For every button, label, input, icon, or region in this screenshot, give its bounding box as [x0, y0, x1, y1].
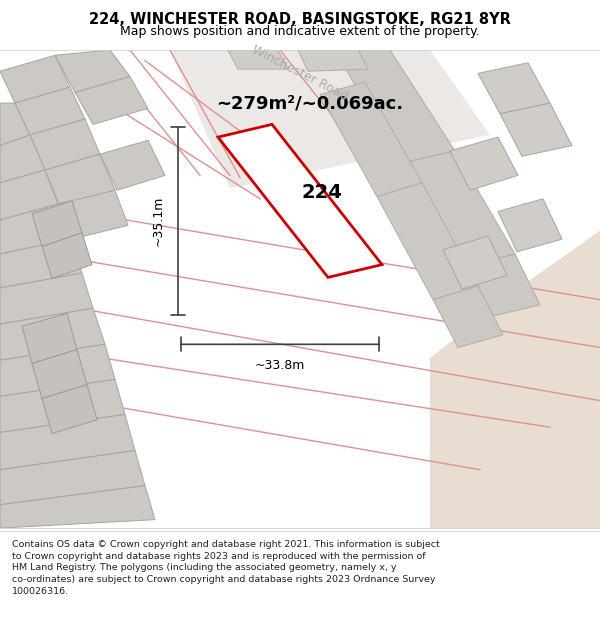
Polygon shape [55, 50, 130, 92]
Polygon shape [22, 314, 77, 363]
Polygon shape [298, 50, 368, 71]
Polygon shape [0, 451, 145, 505]
Polygon shape [0, 204, 70, 254]
Text: Winchester Road: Winchester Road [250, 44, 350, 103]
Polygon shape [433, 286, 503, 348]
Polygon shape [15, 87, 85, 135]
Polygon shape [30, 119, 100, 170]
Polygon shape [500, 103, 572, 156]
Polygon shape [443, 236, 507, 289]
Polygon shape [32, 349, 87, 399]
Polygon shape [0, 170, 58, 220]
Polygon shape [32, 201, 82, 246]
Polygon shape [377, 182, 478, 299]
Polygon shape [498, 199, 562, 252]
Polygon shape [335, 50, 455, 164]
Text: 224, WINCHESTER ROAD, BASINGSTOKE, RG21 8YR: 224, WINCHESTER ROAD, BASINGSTOKE, RG21 … [89, 12, 511, 28]
Polygon shape [0, 103, 30, 146]
Polygon shape [218, 124, 382, 278]
Polygon shape [42, 384, 97, 434]
Polygon shape [0, 308, 105, 360]
Polygon shape [45, 154, 115, 206]
Polygon shape [0, 414, 135, 470]
Text: Contains OS data © Crown copyright and database right 2021. This information is : Contains OS data © Crown copyright and d… [12, 540, 440, 596]
Polygon shape [0, 55, 70, 103]
Polygon shape [0, 486, 155, 528]
Text: ~279m²/~0.069ac.: ~279m²/~0.069ac. [217, 94, 404, 112]
Polygon shape [58, 190, 128, 239]
Polygon shape [0, 273, 93, 324]
Text: ~35.1m: ~35.1m [151, 196, 164, 246]
Text: ~33.8m: ~33.8m [255, 359, 305, 372]
Polygon shape [0, 344, 115, 396]
Polygon shape [400, 151, 515, 268]
Polygon shape [75, 76, 148, 124]
Polygon shape [0, 239, 82, 288]
Text: Map shows position and indicative extent of the property.: Map shows position and indicative extent… [120, 24, 480, 38]
Polygon shape [460, 254, 540, 318]
Polygon shape [478, 62, 550, 114]
Text: 224: 224 [302, 183, 343, 202]
Polygon shape [450, 137, 518, 190]
Polygon shape [170, 50, 490, 188]
Polygon shape [0, 379, 125, 432]
Polygon shape [430, 231, 600, 528]
Polygon shape [228, 50, 288, 69]
Polygon shape [320, 82, 422, 197]
Polygon shape [0, 135, 45, 182]
Polygon shape [42, 232, 92, 279]
Polygon shape [100, 140, 165, 190]
